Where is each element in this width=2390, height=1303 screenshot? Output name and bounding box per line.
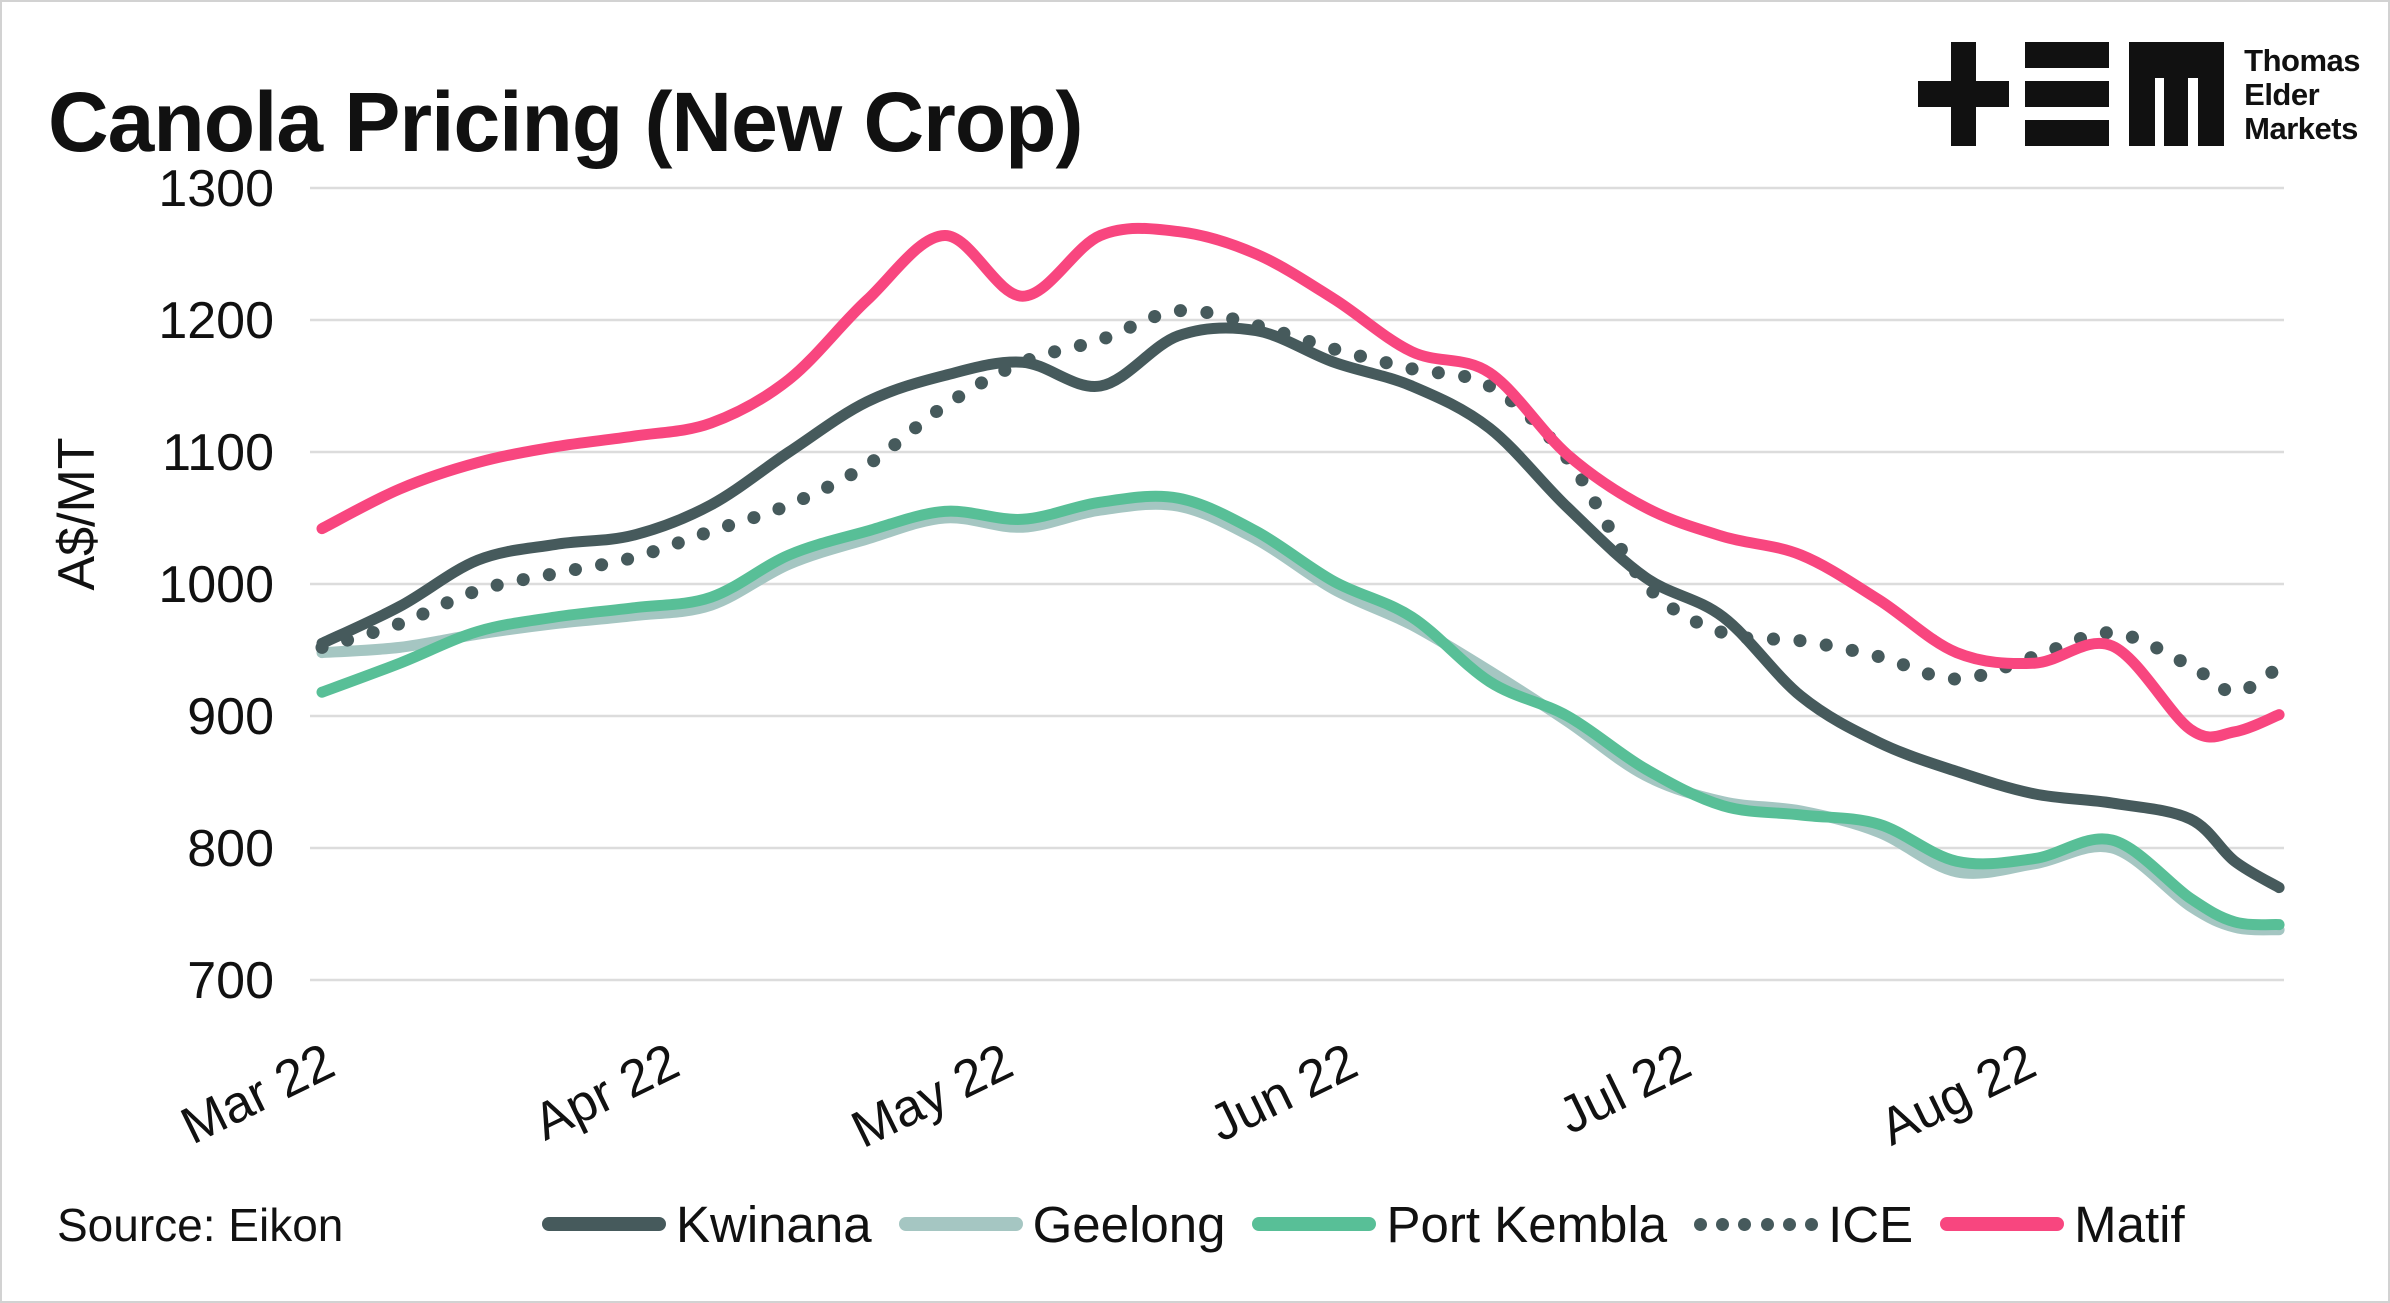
legend-item-matif: Matif bbox=[1940, 1195, 2185, 1254]
legend-label: Geelong bbox=[1032, 1195, 1226, 1253]
x-tick-May-22: May 22 bbox=[843, 1033, 1022, 1160]
tem-logo: Thomas Elder Markets bbox=[1918, 42, 2360, 146]
series-line-geelong bbox=[316, 498, 2285, 936]
legend-swatch-line-icon bbox=[898, 1217, 1023, 1231]
legend-swatch-line-icon bbox=[1940, 1217, 2065, 1231]
series-line-port-kembla bbox=[316, 490, 2285, 931]
logo-line-1: Thomas bbox=[2244, 43, 2360, 78]
legend-row: Source: Eikon Kwinana Geelong Port Kembla I… bbox=[2, 1184, 2388, 1264]
x-tick-Aug-22: Aug 22 bbox=[1871, 1033, 2045, 1157]
series-line-ice bbox=[315, 303, 2286, 699]
legend-item-ice: ICE bbox=[1694, 1195, 1913, 1254]
logo-line-3: Markets bbox=[2244, 111, 2358, 146]
y-tick-1100: 1100 bbox=[162, 424, 274, 482]
legend-swatch-line-icon bbox=[542, 1217, 666, 1231]
legend-item-port-kembla: Port Kembla bbox=[1252, 1195, 1667, 1254]
x-tick-Mar-22: Mar 22 bbox=[172, 1033, 343, 1156]
legend-swatch-line-icon bbox=[1252, 1217, 1377, 1231]
logo-line-2: Elder bbox=[2244, 77, 2320, 112]
y-tick-700: 700 bbox=[187, 952, 274, 1010]
y-tick-1300: 1300 bbox=[158, 160, 274, 218]
y-tick-1200: 1200 bbox=[158, 292, 274, 350]
source-label: Source: Eikon bbox=[57, 1199, 344, 1251]
series-line-kwinana bbox=[316, 322, 2285, 894]
tem-logo-icon bbox=[1918, 42, 2226, 146]
legend-item-geelong: Geelong bbox=[898, 1195, 1226, 1254]
tem-logo-text: Thomas Elder Markets bbox=[2244, 42, 2360, 146]
x-tick-Apr-22: Apr 22 bbox=[525, 1033, 688, 1152]
y-axis-title: A$/MT bbox=[48, 437, 106, 590]
legend-label: Port Kembla bbox=[1386, 1195, 1668, 1253]
y-tick-900: 900 bbox=[187, 688, 274, 746]
y-tick-1000: 1000 bbox=[158, 556, 274, 614]
legend-swatch-dotted-icon bbox=[1694, 1217, 1819, 1231]
x-tick-Jul-22: Jul 22 bbox=[1550, 1033, 1700, 1146]
legend-label: ICE bbox=[1828, 1195, 1914, 1253]
legend-item-kwinana: Kwinana bbox=[542, 1195, 872, 1254]
chart-title: Canola Pricing (New Crop) bbox=[48, 75, 1083, 169]
x-tick-Jun-22: Jun 22 bbox=[1201, 1033, 1367, 1154]
legend-label: Kwinana bbox=[676, 1195, 872, 1253]
legend: Kwinana Geelong Port Kembla ICE Matif bbox=[542, 1184, 2185, 1264]
legend-label: Matif bbox=[2074, 1195, 2185, 1253]
y-tick-800: 800 bbox=[187, 820, 274, 878]
series-line-matif bbox=[316, 222, 2285, 743]
